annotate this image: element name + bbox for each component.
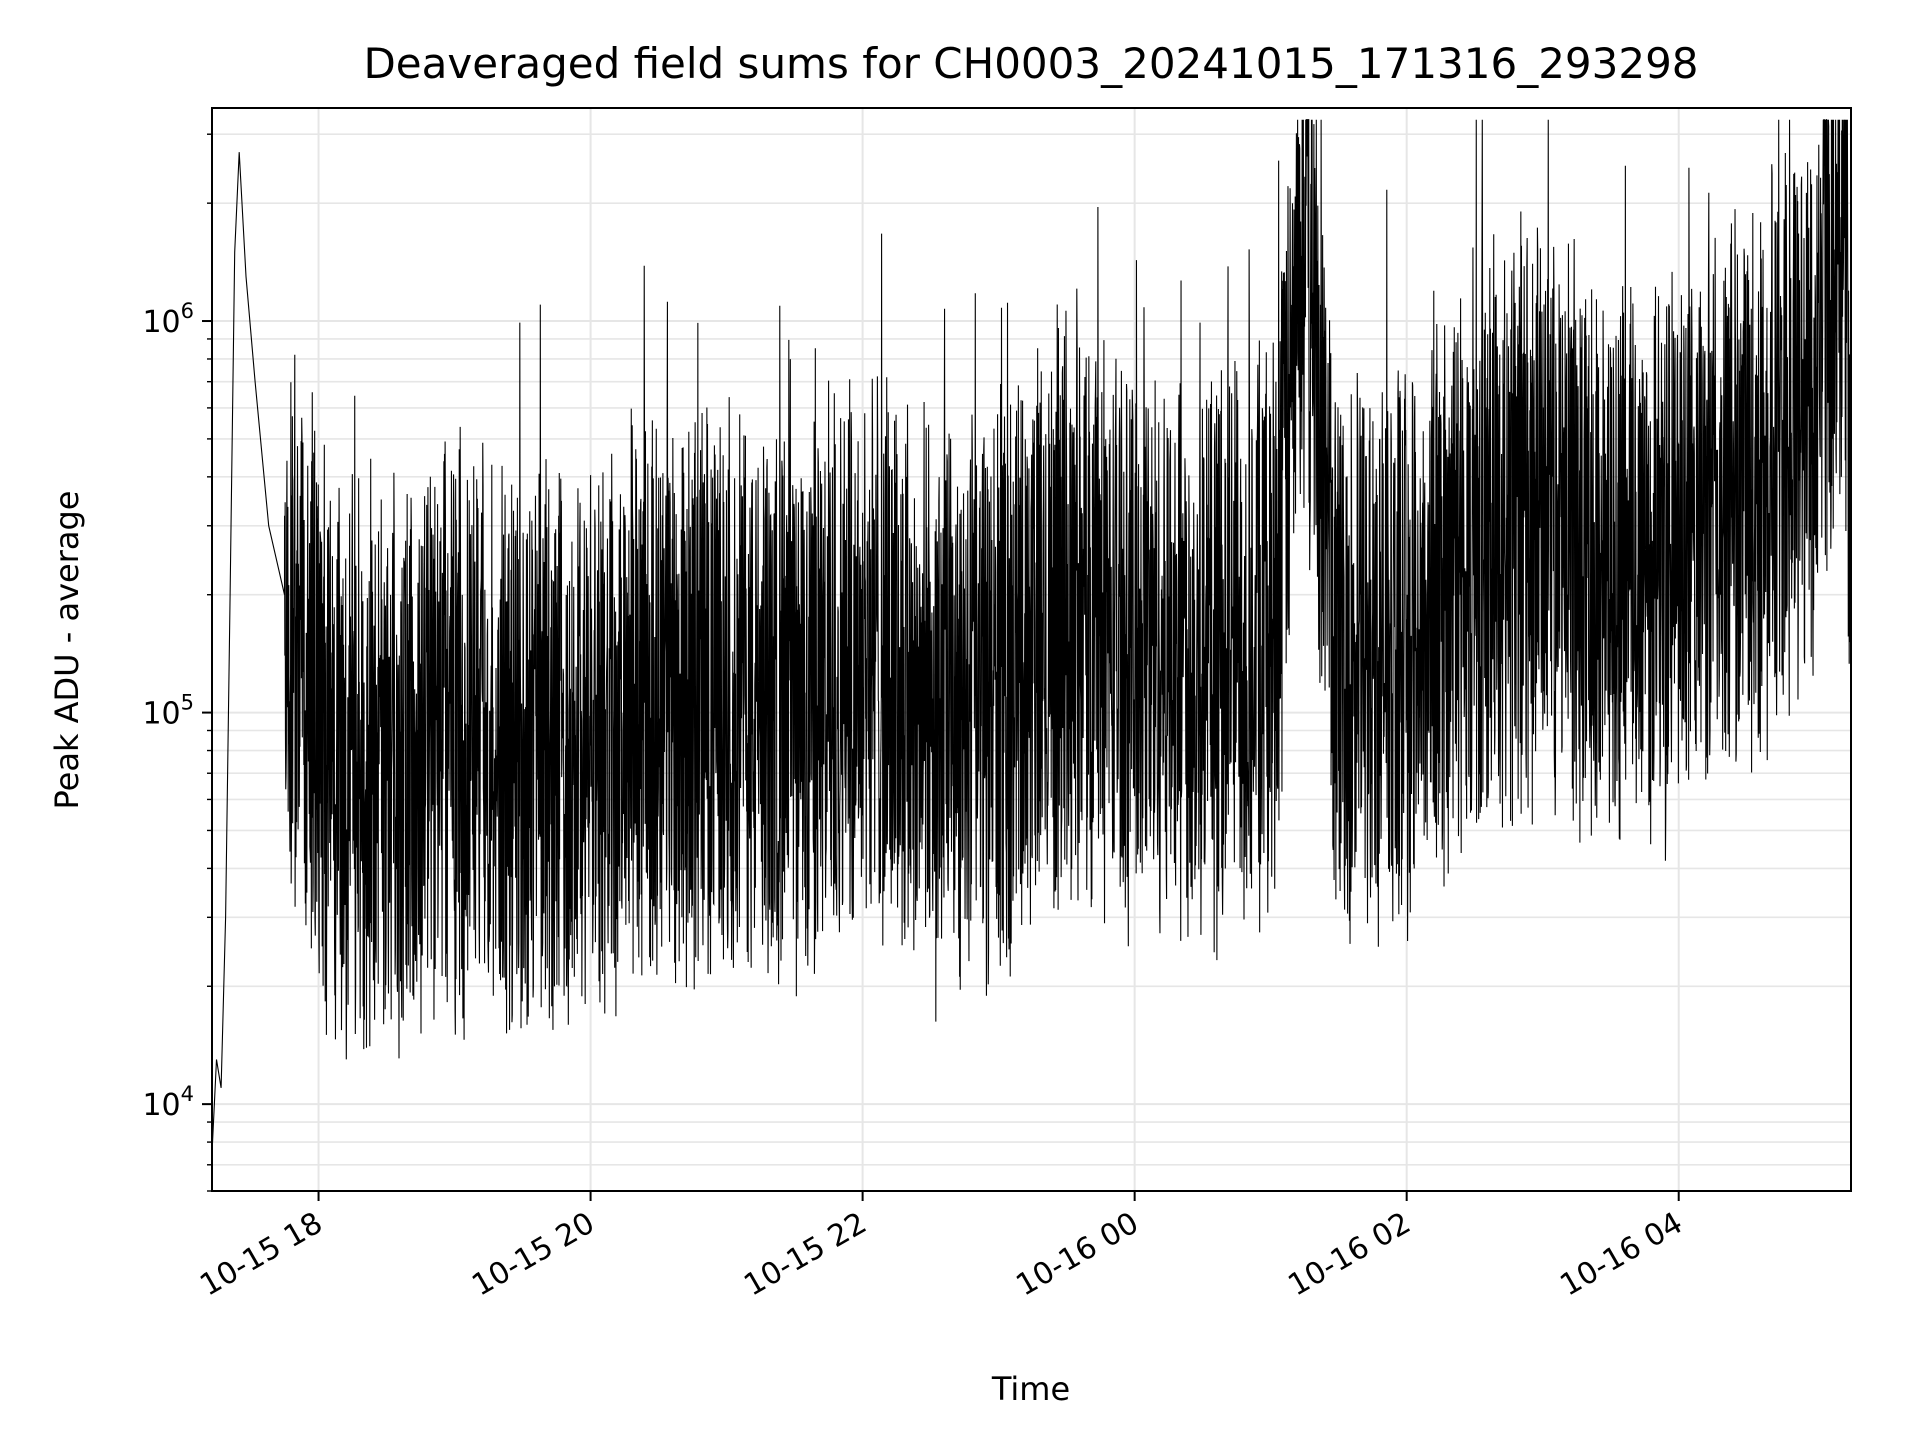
series-line (211, 119, 1852, 1154)
y-tick-label: 105 (142, 691, 194, 732)
y-tick-label: 106 (142, 299, 194, 340)
y-tick-label: 104 (142, 1082, 194, 1123)
chart-title: Deaveraged field sums for CH0003_2024101… (363, 39, 1698, 88)
y-tick-label-exponent: 5 (181, 691, 194, 715)
y-axis-title: Peak ADU - average (48, 491, 86, 810)
y-tick-label-base: 10 (142, 697, 180, 732)
y-tick-label-exponent: 4 (181, 1082, 194, 1106)
x-axis-title: Time (991, 1370, 1070, 1408)
series-area (211, 119, 1852, 1154)
y-tick-label-base: 10 (142, 305, 180, 340)
plot-frame (211, 107, 1852, 1192)
y-tick-label-exponent: 6 (181, 299, 194, 323)
y-tick-label-base: 10 (142, 1088, 180, 1123)
